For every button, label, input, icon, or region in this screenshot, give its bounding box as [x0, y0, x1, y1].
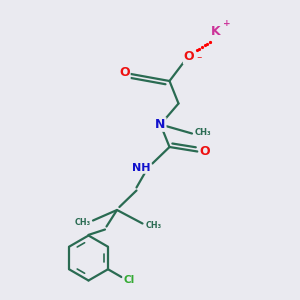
Text: CH₃: CH₃	[145, 221, 161, 230]
Text: CH₃: CH₃	[74, 218, 90, 227]
Text: O: O	[184, 50, 194, 64]
Text: +: +	[223, 20, 230, 28]
Text: O: O	[200, 145, 210, 158]
Text: N: N	[155, 118, 166, 131]
Text: K: K	[211, 25, 221, 38]
Text: ⁻: ⁻	[196, 56, 201, 66]
Text: CH₃: CH₃	[194, 128, 211, 137]
Text: NH: NH	[132, 163, 151, 173]
Text: Cl: Cl	[123, 275, 134, 285]
Text: O: O	[119, 65, 130, 79]
